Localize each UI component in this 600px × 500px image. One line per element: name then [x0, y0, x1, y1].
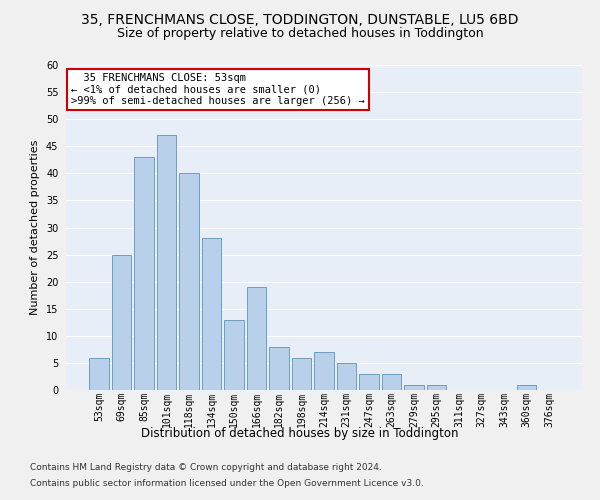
Bar — [247, 287, 266, 390]
Bar — [517, 384, 536, 390]
Text: Distribution of detached houses by size in Toddington: Distribution of detached houses by size … — [141, 428, 459, 440]
Bar — [202, 238, 221, 390]
Text: 35, FRENCHMANS CLOSE, TODDINGTON, DUNSTABLE, LU5 6BD: 35, FRENCHMANS CLOSE, TODDINGTON, DUNSTA… — [81, 12, 519, 26]
Bar — [89, 358, 109, 390]
Bar — [134, 157, 154, 390]
Bar — [112, 254, 131, 390]
Bar — [179, 174, 199, 390]
Text: Contains HM Land Registry data © Crown copyright and database right 2024.: Contains HM Land Registry data © Crown c… — [30, 464, 382, 472]
Bar — [404, 384, 424, 390]
Text: Contains public sector information licensed under the Open Government Licence v3: Contains public sector information licen… — [30, 478, 424, 488]
Bar — [382, 374, 401, 390]
Y-axis label: Number of detached properties: Number of detached properties — [31, 140, 40, 315]
Text: 35 FRENCHMANS CLOSE: 53sqm
← <1% of detached houses are smaller (0)
>99% of semi: 35 FRENCHMANS CLOSE: 53sqm ← <1% of deta… — [71, 73, 365, 106]
Bar — [359, 374, 379, 390]
Bar — [269, 346, 289, 390]
Bar — [314, 352, 334, 390]
Bar — [292, 358, 311, 390]
Bar — [427, 384, 446, 390]
Bar — [224, 320, 244, 390]
Text: Size of property relative to detached houses in Toddington: Size of property relative to detached ho… — [116, 28, 484, 40]
Bar — [337, 363, 356, 390]
Bar — [157, 136, 176, 390]
